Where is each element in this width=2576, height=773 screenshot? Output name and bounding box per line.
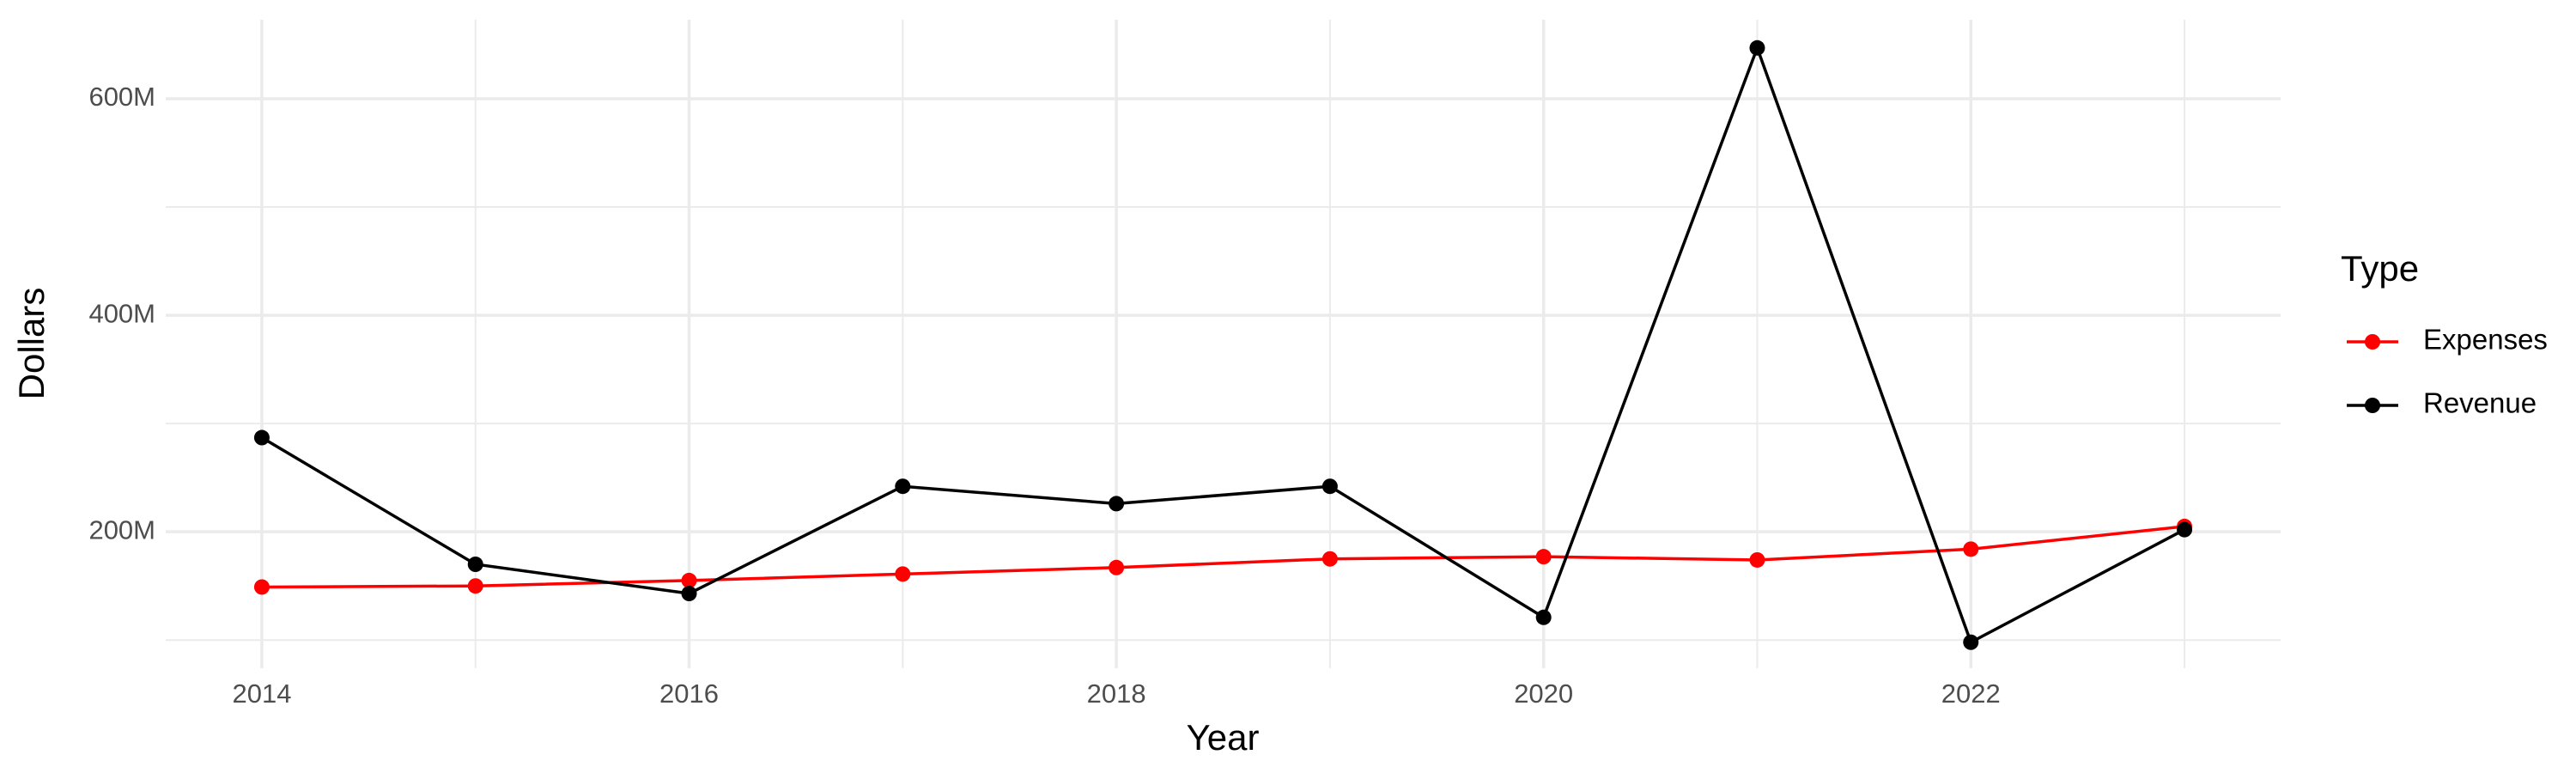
data-point bbox=[1535, 609, 1552, 625]
data-point bbox=[467, 578, 483, 594]
y-tick-label: 200M bbox=[88, 514, 155, 545]
y-tick-label: 600M bbox=[88, 82, 155, 112]
data-point bbox=[1321, 551, 1338, 567]
data-point bbox=[1109, 559, 1125, 575]
x-tick-label: 2014 bbox=[232, 679, 291, 709]
series-line bbox=[261, 525, 2185, 589]
legend-swatch-point bbox=[2365, 398, 2380, 413]
data-point bbox=[895, 566, 911, 582]
y-tick-label: 400M bbox=[88, 298, 155, 328]
x-tick-label: 2018 bbox=[1087, 679, 1146, 709]
legend-swatch-point bbox=[2365, 334, 2380, 350]
data-point bbox=[681, 586, 697, 602]
data-point bbox=[467, 556, 483, 572]
data-point bbox=[1749, 40, 1765, 56]
x-axis-title: Year bbox=[1187, 717, 1260, 758]
legend-title: Type bbox=[2341, 248, 2419, 289]
x-tick-label: 2022 bbox=[1941, 679, 2001, 709]
data-point bbox=[681, 572, 697, 588]
legend-label: Revenue bbox=[2423, 387, 2537, 419]
data-point bbox=[1535, 549, 1552, 565]
x-tick-label: 2016 bbox=[659, 679, 719, 709]
data-point bbox=[253, 579, 270, 595]
data-point bbox=[253, 429, 270, 446]
y-axis-title: Dollars bbox=[11, 288, 52, 400]
data-point bbox=[895, 478, 911, 495]
data-point bbox=[1963, 541, 1979, 557]
series-line bbox=[261, 43, 2185, 645]
data-point bbox=[1749, 551, 1765, 568]
data-point bbox=[1963, 634, 1979, 650]
x-tick-label: 2020 bbox=[1514, 679, 1573, 709]
data-point bbox=[2177, 521, 2193, 538]
legend-label: Expenses bbox=[2423, 324, 2548, 356]
data-point bbox=[1321, 478, 1338, 495]
data-point bbox=[1109, 496, 1125, 512]
